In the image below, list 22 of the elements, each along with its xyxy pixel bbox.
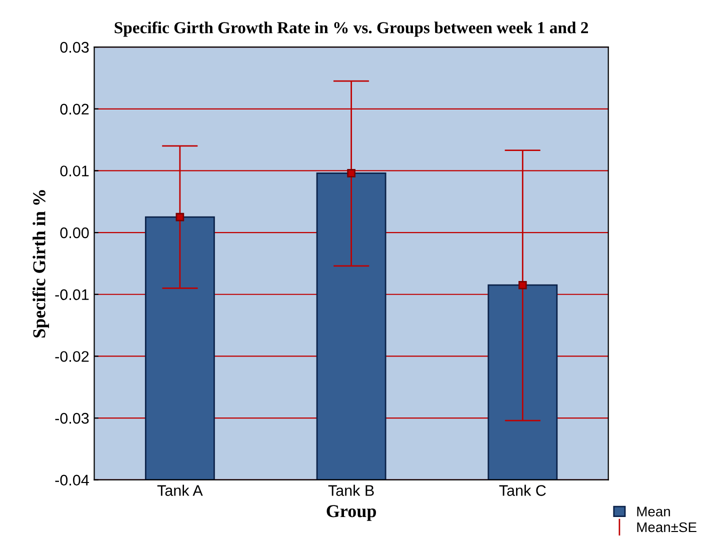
y-tick-label: -0.03 [55, 412, 89, 424]
bar [144, 216, 215, 480]
x-tick-label: Tank B [328, 484, 374, 496]
y-tick-label: -0.01 [55, 289, 89, 300]
legend-label: Mean [637, 506, 670, 516]
bar [488, 284, 558, 480]
y-tick-label: 0.02 [60, 104, 89, 115]
point [347, 169, 356, 178]
x-axis-title: Group [326, 505, 376, 521]
x-tick-label: Tank A [157, 484, 203, 496]
x-tick-label: Tank C [499, 484, 546, 496]
chart-title: Specific Girth Growth Rate in % vs. Groups between week 1 and 2 [114, 21, 588, 37]
y-axis-title: Specific Girth in % [32, 190, 50, 338]
bar [316, 172, 386, 480]
y-tick-label: -0.04 [55, 474, 89, 486]
y-tick-label: 0.00 [60, 227, 89, 238]
legend-label: Mean±SE [637, 522, 696, 532]
point [176, 212, 184, 222]
y-tick-label: 0.01 [60, 166, 89, 176]
point [518, 280, 527, 290]
y-tick-label: 0.03 [60, 42, 89, 53]
y-tick-label: -0.02 [55, 351, 89, 362]
